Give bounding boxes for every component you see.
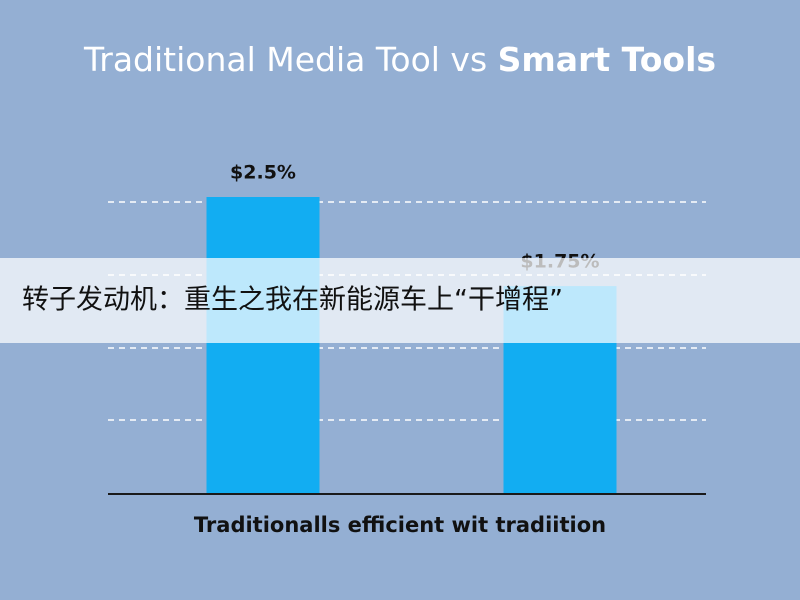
- chart-title: Traditional Media Tool vs Smart Tools: [83, 40, 716, 79]
- bar: [206, 197, 320, 494]
- value-label: $2.5%: [230, 162, 296, 184]
- title-part: Traditional Media Tool vs: [83, 40, 487, 79]
- banner-band: [0, 258, 800, 343]
- banner-text: 转子发动机：重生之我在新能源车上“干增程”: [22, 285, 563, 316]
- x-axis-label: Traditionalls efficient wit tradiition: [194, 513, 606, 537]
- title-emphasis: Smart Tools: [498, 40, 716, 79]
